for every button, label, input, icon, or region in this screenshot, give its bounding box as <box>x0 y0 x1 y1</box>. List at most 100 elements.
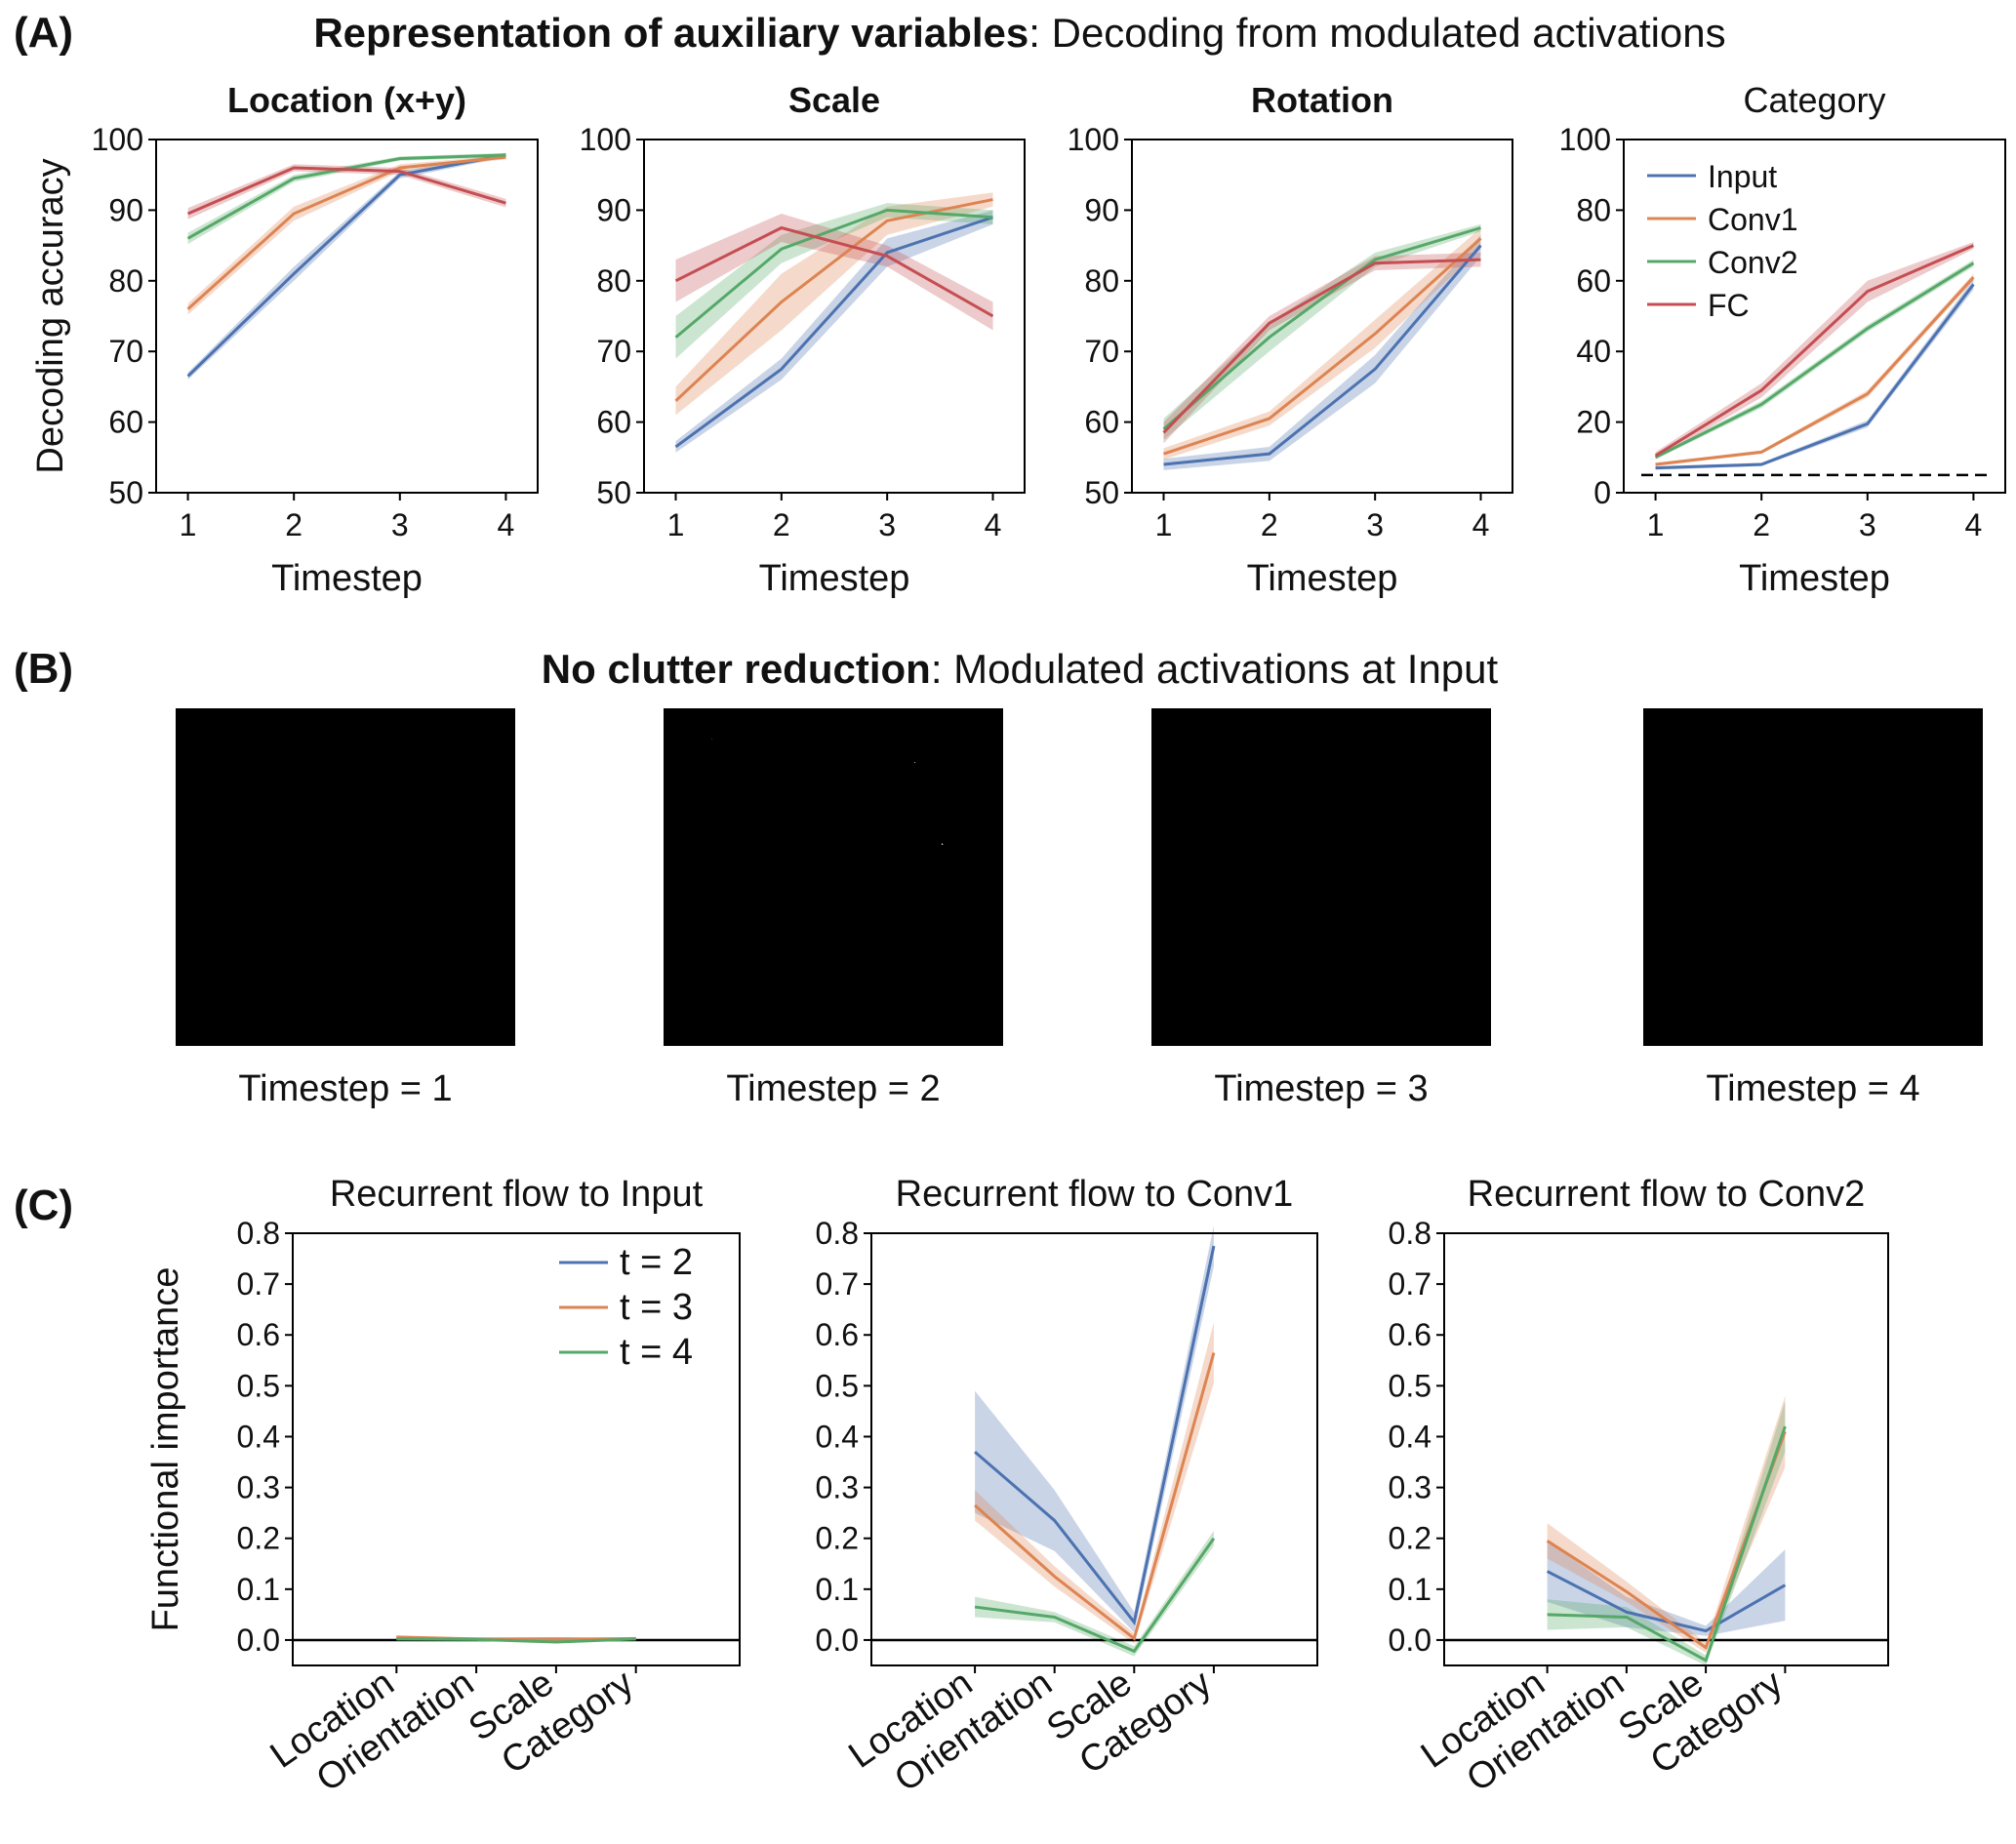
y-tick-label: 0.5 <box>1389 1368 1431 1403</box>
y-tick-label: 0.0 <box>1389 1623 1431 1658</box>
error-band <box>1655 278 1974 470</box>
chart-title: Scale <box>788 80 880 120</box>
y-tick-label: 70 <box>1084 334 1119 369</box>
error-band <box>675 210 993 453</box>
error-band <box>1655 260 1974 460</box>
y-tick-label: 0.4 <box>237 1419 280 1454</box>
x-axis-label: Timestep <box>1247 558 1398 599</box>
y-tick-label: 60 <box>108 405 143 440</box>
series-line <box>1655 283 1975 470</box>
legend-label: t = 3 <box>620 1287 693 1328</box>
x-tick-label: 2 <box>285 507 302 542</box>
series-line <box>186 153 506 378</box>
x-tick-label: 4 <box>498 507 515 542</box>
y-tick-label: 50 <box>108 475 143 510</box>
x-axis-label: Timestep <box>759 558 910 599</box>
x-axis-label: Timestep <box>271 558 423 599</box>
y-tick-label: 0.4 <box>816 1419 859 1454</box>
axes-frame <box>292 1232 741 1666</box>
y-tick-label: 0.1 <box>237 1572 280 1607</box>
y-tick-label: 70 <box>108 334 143 369</box>
y-tick-label: 100 <box>580 122 631 157</box>
y-tick-label: 0.3 <box>816 1470 859 1505</box>
y-tick-label: 90 <box>596 192 631 227</box>
y-tick-label: 0.8 <box>237 1216 280 1251</box>
y-tick-label: 60 <box>1084 405 1119 440</box>
x-tick-label: 3 <box>878 507 896 542</box>
panel-b-label: (B) <box>14 645 73 693</box>
activation-image-4 <box>1643 708 1983 1046</box>
error-band <box>1547 1541 1786 1636</box>
series-line <box>1654 244 1975 458</box>
y-tick-label: 0.2 <box>816 1521 859 1556</box>
axes-frame <box>155 139 539 494</box>
chart-6: Recurrent flow to Conv1 0.0 0.1 0.2 0.3 0.4 0.… <box>816 1174 1318 1800</box>
chart-4: Category 0 20 40 60 80 100 1 2 3 4 Timestep Input Con… <box>1559 80 2006 599</box>
chart-1: Location (x+y) 50 60 70 80 90 100 1 2 3 4 Timestep D… <box>30 80 539 599</box>
x-tick-label: 3 <box>391 507 409 542</box>
y-tick-label: 0.6 <box>237 1317 280 1352</box>
x-tick-label: 4 <box>985 507 1002 542</box>
y-tick-label: 0.0 <box>816 1623 859 1658</box>
series-line <box>1163 244 1482 466</box>
y-tick-label: 100 <box>92 122 143 157</box>
chart-5: Recurrent flow to Input 0.0 0.1 0.2 0.3 0.4 0.… <box>145 1174 741 1800</box>
panel-b-title: No clutter reduction: Modulated activati… <box>542 646 1499 692</box>
error-band <box>675 203 993 359</box>
legend-label: t = 4 <box>620 1332 693 1373</box>
activation-image-2 <box>664 708 1003 1046</box>
y-tick-label: 90 <box>1084 192 1119 227</box>
x-tick-label: 4 <box>1965 507 1983 542</box>
panel-c-label: (C) <box>14 1182 73 1229</box>
series-line <box>674 216 993 449</box>
y-tick-label: 0.3 <box>1389 1470 1431 1505</box>
y-tick-label: 0.7 <box>237 1266 280 1302</box>
x-tick-label: 1 <box>667 507 685 542</box>
y-tick-label: 80 <box>1576 192 1611 227</box>
chart-3: Rotation 50 60 70 80 90 100 1 2 3 4 Timestep <box>1068 80 1513 599</box>
series-line <box>674 208 993 339</box>
y-tick-label: 0.2 <box>237 1521 280 1556</box>
activation-image-1 <box>176 708 515 1046</box>
series-line <box>186 166 506 216</box>
chart-title: Rotation <box>1251 80 1393 120</box>
y-tick-label: 0.7 <box>816 1266 859 1302</box>
error-band <box>1655 273 1974 466</box>
y-tick-label: 0.5 <box>816 1368 859 1403</box>
y-axis-label: Functional importance <box>145 1267 186 1632</box>
panel-b-title-bold: No clutter reduction <box>542 646 931 692</box>
y-tick-label: 0.8 <box>1389 1216 1431 1251</box>
image-caption-2: Timestep = 2 <box>726 1068 940 1109</box>
x-tick-label: 1 <box>1647 507 1665 542</box>
legend: Input Conv1 Conv2 FC <box>1647 159 1798 323</box>
panel-a-title: Representation of auxiliary variables: D… <box>313 10 1725 56</box>
legend-label: Conv2 <box>1708 245 1798 280</box>
chart-title: Recurrent flow to Conv1 <box>896 1174 1294 1215</box>
y-tick-label: 0 <box>1593 475 1611 510</box>
y-tick-label: 0.7 <box>1389 1266 1431 1302</box>
x-tick-label: 2 <box>773 507 790 542</box>
chart-title: Location (x+y) <box>227 80 466 120</box>
series-line <box>1162 226 1481 430</box>
y-tick-label: 50 <box>1084 475 1119 510</box>
y-tick-label: 0.1 <box>816 1572 859 1607</box>
series-line <box>674 225 994 318</box>
axes-frame <box>1131 139 1513 494</box>
y-tick-label: 20 <box>1576 405 1611 440</box>
series-line <box>186 155 506 310</box>
axes-frame <box>870 1232 1318 1666</box>
axes-frame <box>643 139 1026 494</box>
error-band <box>1547 1395 1786 1653</box>
series-line <box>1654 261 1975 460</box>
x-tick-label: 1 <box>1155 507 1173 542</box>
image-caption-4: Timestep = 4 <box>1706 1068 1919 1109</box>
y-tick-label: 0.4 <box>1389 1419 1431 1454</box>
panel-a-title-bold: Representation of auxiliary variables <box>313 10 1028 56</box>
panel-a-label: (A) <box>14 9 73 57</box>
x-tick-label: 2 <box>1261 507 1278 542</box>
error-band <box>187 154 506 315</box>
series-line <box>1655 276 1975 466</box>
axes-frame <box>1443 1232 1889 1666</box>
chart-7: Recurrent flow to Conv2 0.0 0.1 0.2 0.3 0.4 0.… <box>1389 1174 1889 1800</box>
error-band <box>675 214 993 331</box>
